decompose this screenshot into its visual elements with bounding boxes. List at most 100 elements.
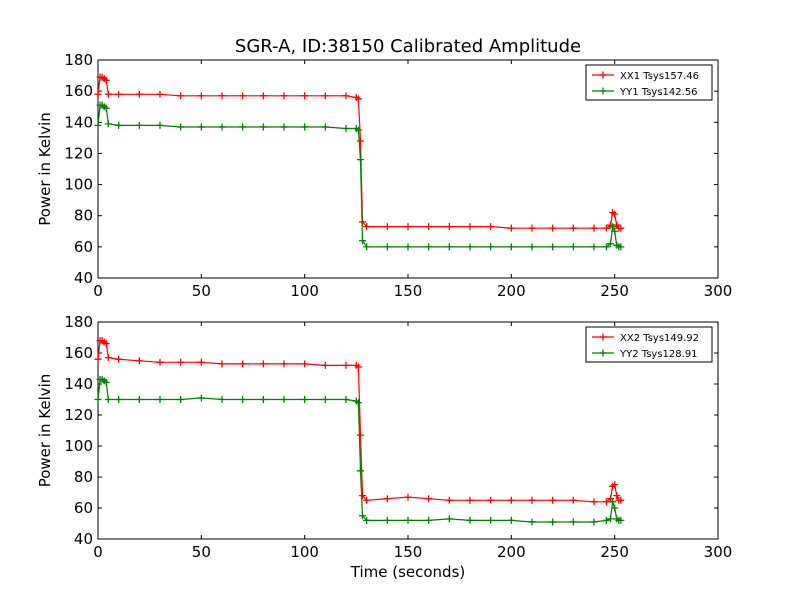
panel1-series-1-point <box>549 224 557 232</box>
panel1-y-tick-label: 120 <box>64 144 93 162</box>
panel2-x-tick-label: 50 <box>192 543 211 561</box>
panel1-legend-marker-1 <box>599 71 607 79</box>
panel1-series-1-point <box>104 90 112 98</box>
panel2-series-2-point <box>425 516 433 524</box>
panel2-series-2-point <box>507 516 515 524</box>
panel1-series-2-point <box>239 123 247 131</box>
panel2-series-1-point <box>617 496 625 504</box>
panel1-series-1-point <box>135 90 143 98</box>
panel2-series-1-point <box>404 493 412 501</box>
panel1-x-tick-label: 50 <box>192 282 211 300</box>
panel1-series-2-point <box>383 243 391 251</box>
panel2-series-1-point <box>569 496 577 504</box>
panel1-series-1-point <box>218 92 226 100</box>
panel2-series-2-point <box>156 396 164 403</box>
panel2-x-tick-label: 150 <box>394 543 423 561</box>
panel1-y-tick-label: 80 <box>74 207 93 225</box>
panel1-x-tick-label: 0 <box>93 282 103 300</box>
panel2-series-1-point <box>383 495 391 503</box>
panel1-x-tick-label: 200 <box>497 282 526 300</box>
panel2-y-tick-label: 40 <box>74 530 93 548</box>
panel1-x-tick-label: 150 <box>394 282 423 300</box>
panel2-series-2-point <box>359 512 367 520</box>
panel2-x-axis-label: Time (seconds) <box>350 563 466 581</box>
panel1-series-2-point <box>602 243 610 251</box>
panel2-series-2-point <box>590 518 598 526</box>
panel2-series-2-point <box>197 394 205 402</box>
panel2-series-2-point <box>301 396 309 403</box>
panel2-series-2-point <box>607 515 615 523</box>
panel1-series-1-point <box>617 224 625 232</box>
panel1-series-1-point <box>197 92 205 100</box>
panel1-series-2-point <box>104 120 112 128</box>
panel2-series-2-point <box>177 396 185 403</box>
panel1-series-1-point <box>301 92 309 100</box>
panel2-series-1-point <box>487 496 495 504</box>
panel2-series-2-point <box>549 518 557 526</box>
panel1-legend-box <box>585 64 713 101</box>
panel1-series-2-point <box>197 123 205 131</box>
panel1-series-2-point <box>94 121 102 129</box>
panel2-series-2-point <box>218 396 226 403</box>
panel2-y-tick-label: 100 <box>64 437 93 455</box>
panel2-series-1-point <box>549 496 557 504</box>
panel2-series-2-point <box>104 396 112 403</box>
panel1-series-2-point <box>445 243 453 251</box>
panel1-y-tick-label: 100 <box>64 176 93 194</box>
panel2-y-tick-label: 60 <box>74 499 93 517</box>
panel1-series-2-point <box>342 125 350 133</box>
panel1-legend-marker-2 <box>599 87 607 95</box>
panel2-series-1-point <box>425 495 433 503</box>
panel1-series-2-point <box>177 123 185 131</box>
panel2-series-2-point <box>321 396 329 403</box>
panel1-series-1-point <box>342 92 350 100</box>
panel2-legend-marker-2 <box>599 349 607 357</box>
panel2-series-1-point <box>259 360 267 368</box>
panel2-series-1-point <box>363 496 371 504</box>
panel2-series-2-point <box>259 396 267 403</box>
panel1-series-2-point <box>609 223 617 231</box>
panel1-series-2-point <box>218 123 226 131</box>
panel2-series-2-point <box>356 467 364 475</box>
panel1-series-1-point <box>94 90 102 98</box>
panel2-series-1-point <box>359 492 367 500</box>
panel2-series-2-point <box>569 518 577 526</box>
panel1-series-1-point <box>321 92 329 100</box>
panel1-legend-label-2: YY1 Tsys142.56 <box>619 87 698 98</box>
panel2-series-1-point <box>354 363 362 371</box>
panel2-y-tick-label: 140 <box>64 375 93 393</box>
panel1-series-2-point <box>466 243 474 251</box>
panel1-series-2-point <box>363 243 371 251</box>
panel2-series-1-point <box>218 360 226 368</box>
panel1-series-2-point <box>425 243 433 251</box>
panel2-y-tick-label: 80 <box>74 468 93 486</box>
panel2-legend-marker-1 <box>599 333 607 341</box>
panel1-y-tick-label: 160 <box>64 82 93 100</box>
panel2-series-1-point <box>102 340 110 348</box>
panel1-series-1-point <box>602 224 610 232</box>
panel2-series-1-point <box>611 481 619 489</box>
panel2-series-1-point <box>507 496 515 504</box>
panel2-series-2-point <box>94 396 102 403</box>
panel1-series-2-point <box>404 243 412 251</box>
panel2-series-1-point <box>321 361 329 369</box>
panel1-x-tick-label: 250 <box>600 282 629 300</box>
panel2-series-1-point <box>280 360 288 368</box>
panel1-series-2-point <box>528 243 536 251</box>
panel2-series-1-point <box>445 496 453 504</box>
panel1-series-2-point <box>280 123 288 131</box>
panel2-series-1-point <box>613 492 621 500</box>
panel2-series-2-point <box>466 516 474 524</box>
panel2-series-2-point <box>617 516 625 524</box>
panel1-series-1-point <box>611 210 619 218</box>
panel1-y-tick-label: 140 <box>64 113 93 131</box>
panel1-series-2-point <box>156 121 164 129</box>
panel1-legend-label-1: XX1 Tsys157.46 <box>620 71 699 82</box>
panel1-series-1-point <box>259 92 267 100</box>
panel2-series-2-point <box>354 399 362 407</box>
panel2-series-2-point <box>102 378 110 386</box>
panel1-series-1-point <box>466 223 474 231</box>
panel2-series-1-point <box>356 431 364 439</box>
panel1-series-2-point <box>549 243 557 251</box>
